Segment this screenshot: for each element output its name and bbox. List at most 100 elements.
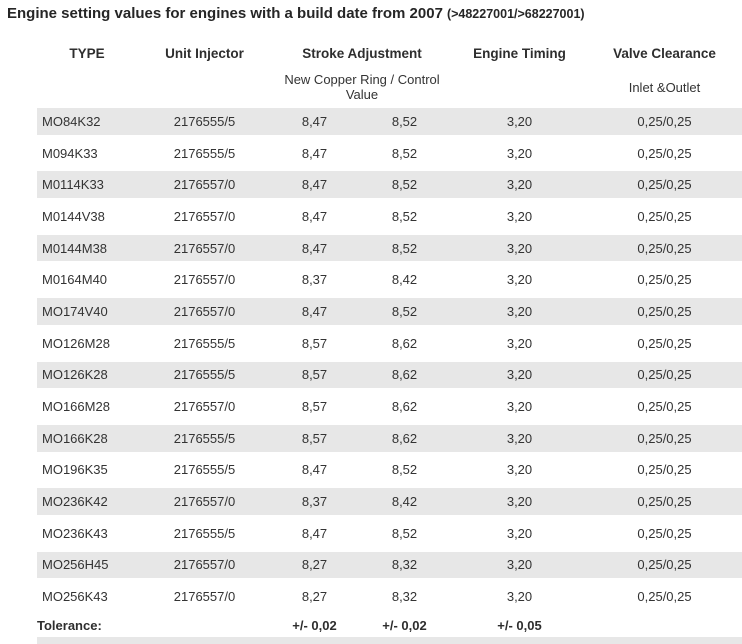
unit-injector-cell: 2176557/0 xyxy=(173,177,236,193)
table-header-row: TYPE Unit Injector Stroke Adjustment Eng… xyxy=(37,42,742,64)
unit-injector-cell: 2176555/5 xyxy=(173,113,236,129)
table-row: M0144V38 2176557/0 8,47 8,52 3,20 0,25/0… xyxy=(37,201,742,233)
table-row: MO174V40 2176557/0 8,47 8,52 3,20 0,25/0… xyxy=(37,296,742,328)
stroke-control-cell: 8,52 xyxy=(391,208,418,224)
valve-clearance-cell: 0,25/0,25 xyxy=(637,525,692,541)
stroke-control-cell: 8,32 xyxy=(391,557,418,573)
valve-clearance-cell: 0,25/0,25 xyxy=(637,208,692,224)
unit-injector-cell: 2176557/0 xyxy=(173,208,236,224)
column-header-type: TYPE xyxy=(69,45,105,61)
stroke-control-cell: 8,52 xyxy=(391,145,418,161)
unit-injector-cell: 2176557/0 xyxy=(173,272,236,288)
table-subheader-row: New Copper Ring / Control Value Inlet &O… xyxy=(37,72,742,102)
type-cell: M094K33 xyxy=(42,145,98,161)
unit-injector-cell: 2176557/0 xyxy=(173,399,236,415)
type-cell: MO174V40 xyxy=(42,303,108,319)
engine-timing-cell: 3,20 xyxy=(506,335,533,351)
valve-clearance-cell: 0,25/0,25 xyxy=(637,272,692,288)
stroke-control-cell: 8,52 xyxy=(391,303,418,319)
tolerance-engine-timing: +/- 0,05 xyxy=(497,617,542,633)
valve-clearance-cell: 0,25/0,25 xyxy=(637,145,692,161)
type-cell: M0164M40 xyxy=(42,272,108,288)
column-header-unit-injector: Unit Injector xyxy=(165,45,244,61)
stroke-new-cell: 8,47 xyxy=(301,208,328,224)
valve-clearance-cell: 0,25/0,25 xyxy=(637,240,692,256)
stroke-control-cell: 8,52 xyxy=(391,525,418,541)
unit-injector-cell: 2176557/0 xyxy=(173,240,236,256)
unit-injector-cell: 2176557/0 xyxy=(173,589,236,605)
stroke-control-cell: 8,52 xyxy=(391,113,418,129)
unit-injector-cell: 2176557/0 xyxy=(173,557,236,573)
table-row: MO236K43 2176555/5 8,47 8,52 3,20 0,25/0… xyxy=(37,517,742,550)
unit-injector-cell: 2176555/5 xyxy=(173,430,236,446)
subheader-valve-clearance: Inlet &Outlet xyxy=(628,79,701,95)
stroke-new-cell: 8,57 xyxy=(301,430,328,446)
column-header-stroke-adjustment: Stroke Adjustment xyxy=(302,45,422,61)
unit-injector-cell: 2176555/5 xyxy=(173,145,236,161)
engine-timing-cell: 3,20 xyxy=(506,367,533,383)
column-header-engine-timing: Engine Timing xyxy=(473,45,566,61)
type-cell: MO256H45 xyxy=(42,557,109,573)
stroke-new-cell: 8,47 xyxy=(301,462,328,478)
table-row: M0144M38 2176557/0 8,47 8,52 3,20 0,25/0… xyxy=(37,232,742,265)
valve-clearance-cell: 0,25/0,25 xyxy=(637,589,692,605)
engine-timing-cell: 3,20 xyxy=(506,240,533,256)
stroke-control-cell: 8,52 xyxy=(391,462,418,478)
stroke-new-cell: 8,37 xyxy=(301,494,328,510)
page-title-text: Engine setting values for engines with a… xyxy=(7,5,443,22)
type-cell: M0114K33 xyxy=(42,177,104,193)
stroke-new-cell: 8,47 xyxy=(301,145,328,161)
bottom-stripe xyxy=(37,637,742,644)
stroke-new-cell: 8,47 xyxy=(301,525,328,541)
table-row: MO196K35 2176555/5 8,47 8,52 3,20 0,25/0… xyxy=(37,454,742,487)
type-cell: MO126K28 xyxy=(42,367,108,383)
type-cell: MO166M28 xyxy=(42,399,110,415)
table-row: MO126M28 2176555/5 8,57 8,62 3,20 0,25/0… xyxy=(37,327,742,360)
engine-settings-table: TYPE Unit Injector Stroke Adjustment Eng… xyxy=(37,42,742,644)
engine-timing-cell: 3,20 xyxy=(506,399,533,415)
valve-clearance-cell: 0,25/0,25 xyxy=(637,303,692,319)
stroke-control-cell: 8,62 xyxy=(391,399,418,415)
valve-clearance-cell: 0,25/0,25 xyxy=(637,113,692,129)
type-cell: M0144M38 xyxy=(42,240,108,256)
stroke-new-cell: 8,57 xyxy=(301,367,328,383)
engine-timing-cell: 3,20 xyxy=(506,589,533,605)
valve-clearance-cell: 0,25/0,25 xyxy=(637,335,692,351)
table-row: M0164M40 2176557/0 8,37 8,42 3,20 0,25/0… xyxy=(37,264,742,297)
type-cell: MO256K43 xyxy=(42,589,108,605)
tolerance-stroke-control: +/- 0,02 xyxy=(382,617,427,633)
tolerance-row: Tolerance: +/- 0,02 +/- 0,02 +/- 0,05 xyxy=(37,613,742,637)
stroke-new-cell: 8,47 xyxy=(301,177,328,193)
stroke-control-cell: 8,52 xyxy=(391,177,418,193)
stroke-control-cell: 8,42 xyxy=(391,272,418,288)
engine-timing-cell: 3,20 xyxy=(506,113,533,129)
engine-timing-cell: 3,20 xyxy=(506,494,533,510)
unit-injector-cell: 2176555/5 xyxy=(173,462,236,478)
table-row: MO166M28 2176557/0 8,57 8,62 3,20 0,25/0… xyxy=(37,391,742,423)
table-row: MO126K28 2176555/5 8,57 8,62 3,20 0,25/0… xyxy=(37,359,742,392)
subheader-stroke-adjustment: New Copper Ring / Control Value xyxy=(284,72,440,102)
table-row: M0114K33 2176557/0 8,47 8,52 3,20 0,25/0… xyxy=(37,169,742,202)
tolerance-label: Tolerance: xyxy=(37,617,102,633)
page-title: Engine setting values for engines with a… xyxy=(0,0,742,22)
engine-timing-cell: 3,20 xyxy=(506,177,533,193)
table-row: MO236K42 2176557/0 8,37 8,42 3,20 0,25/0… xyxy=(37,486,742,518)
type-cell: MO196K35 xyxy=(42,462,108,478)
engine-timing-cell: 3,20 xyxy=(506,272,533,288)
engine-timing-cell: 3,20 xyxy=(506,430,533,446)
valve-clearance-cell: 0,25/0,25 xyxy=(637,399,692,415)
table-row: MO256H45 2176557/0 8,27 8,32 3,20 0,25/0… xyxy=(37,549,742,582)
stroke-control-cell: 8,62 xyxy=(391,430,418,446)
stroke-control-cell: 8,62 xyxy=(391,367,418,383)
table-row: M094K33 2176555/5 8,47 8,52 3,20 0,25/0,… xyxy=(37,137,742,170)
tolerance-stroke-new: +/- 0,02 xyxy=(292,617,337,633)
unit-injector-cell: 2176557/0 xyxy=(173,494,236,510)
stroke-new-cell: 8,27 xyxy=(301,589,328,605)
valve-clearance-cell: 0,25/0,25 xyxy=(637,367,692,383)
unit-injector-cell: 2176557/0 xyxy=(173,303,236,319)
table-row: MO84K32 2176555/5 8,47 8,52 3,20 0,25/0,… xyxy=(37,106,742,138)
unit-injector-cell: 2176555/5 xyxy=(173,525,236,541)
type-cell: MO126M28 xyxy=(42,335,110,351)
stroke-control-cell: 8,32 xyxy=(391,589,418,605)
stroke-new-cell: 8,27 xyxy=(301,557,328,573)
